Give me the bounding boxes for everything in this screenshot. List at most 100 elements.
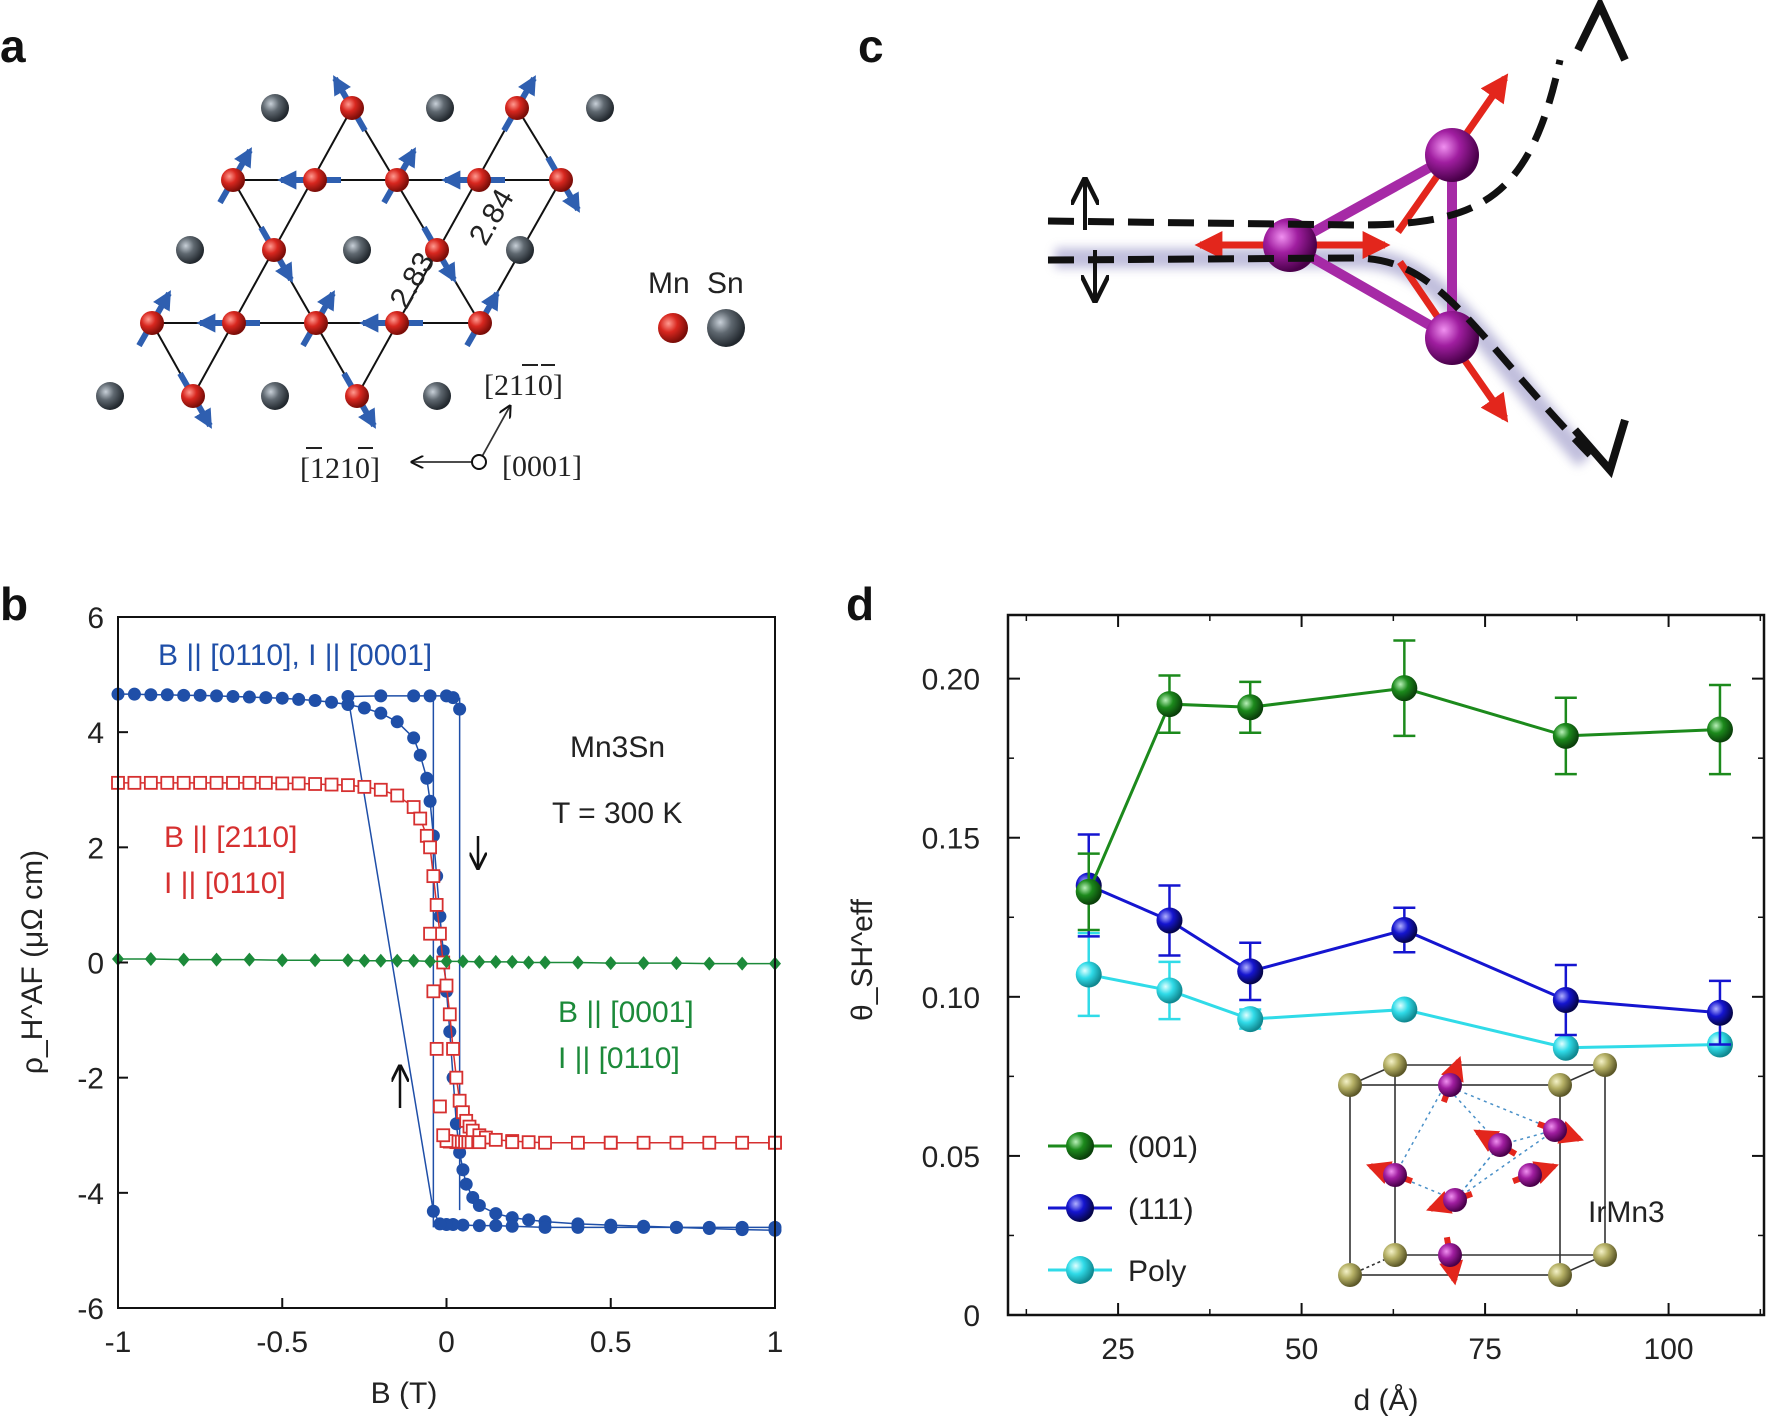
data-point xyxy=(341,778,355,793)
data-point xyxy=(452,1093,467,1108)
data-point xyxy=(736,956,749,971)
data-point xyxy=(324,777,339,792)
data-point xyxy=(1237,694,1264,721)
data-point xyxy=(177,952,190,967)
data-point xyxy=(1156,907,1183,934)
mn-atom xyxy=(262,238,286,262)
legend-label: (111) xyxy=(1128,1193,1194,1226)
data-point xyxy=(407,731,421,745)
legend-mn-ball xyxy=(658,313,688,343)
data-point xyxy=(1391,675,1418,702)
panel-label-d: d xyxy=(846,578,874,630)
data-point xyxy=(209,775,224,790)
x-tick-label: 50 xyxy=(1285,1333,1318,1366)
sn-atom xyxy=(343,236,371,264)
data-point xyxy=(472,1135,487,1150)
annotation-red-2: I || [0110] xyxy=(164,867,286,900)
series-line xyxy=(1088,884,1721,1015)
x-tick-label: 75 xyxy=(1468,1333,1501,1366)
data-point xyxy=(446,1041,460,1056)
data-point xyxy=(1156,977,1183,1004)
data-point xyxy=(275,691,289,705)
data-point xyxy=(176,775,191,790)
data-point xyxy=(143,775,158,790)
inset-mn-atom xyxy=(1518,1163,1542,1187)
inset-ir-atom xyxy=(1548,1263,1572,1287)
mn-atom xyxy=(467,168,491,192)
data-point xyxy=(413,811,428,826)
data-point xyxy=(522,955,535,970)
annotation-material: Mn3Sn xyxy=(570,731,665,764)
data-point xyxy=(604,1220,618,1234)
path-up xyxy=(1047,59,1564,229)
data-point xyxy=(703,956,716,971)
panel-b-xlabel: B (T) xyxy=(371,1377,438,1410)
data-point xyxy=(1552,987,1579,1013)
mn-atom xyxy=(345,384,369,408)
mn-atom xyxy=(303,168,327,192)
mn-atom xyxy=(222,311,246,335)
data-point xyxy=(357,779,372,794)
data-point xyxy=(160,688,174,702)
data-point xyxy=(439,978,454,993)
y-tick-label: -2 xyxy=(77,1063,104,1096)
data-point xyxy=(443,1025,457,1039)
sn-atom xyxy=(261,382,289,410)
mn-atom xyxy=(221,168,245,192)
panel-c-spin-scattering xyxy=(1047,0,1629,479)
data-point xyxy=(453,1146,467,1160)
irmn3-unit-cell-inset: IrMn3 xyxy=(1338,1053,1665,1287)
inset-ir-atom xyxy=(1593,1053,1617,1077)
data-point xyxy=(407,689,421,703)
data-point xyxy=(275,776,290,791)
data-point xyxy=(1706,999,1733,1026)
inset-mn-atom xyxy=(1443,1188,1467,1212)
data-point xyxy=(538,1220,552,1234)
data-point xyxy=(1075,878,1102,905)
data-point xyxy=(446,691,460,705)
data-point xyxy=(292,692,306,706)
series-line xyxy=(1087,686,1721,893)
data-point xyxy=(603,1135,618,1150)
data-point xyxy=(423,794,437,808)
data-point xyxy=(538,1135,552,1150)
data-point xyxy=(242,690,256,704)
data-point xyxy=(1706,716,1733,743)
data-point xyxy=(637,1220,651,1234)
y-tick-label: 0.15 xyxy=(922,823,980,856)
data-point xyxy=(424,954,437,969)
panel-b-series xyxy=(111,687,782,1237)
data-point xyxy=(226,775,240,790)
data-point xyxy=(459,1177,473,1191)
inset-label: IrMn3 xyxy=(1588,1196,1665,1229)
data-point xyxy=(669,1220,683,1234)
data-point xyxy=(423,926,437,941)
data-point xyxy=(1075,961,1102,988)
data-point xyxy=(489,1207,503,1221)
y-tick-label: -6 xyxy=(77,1293,104,1326)
x-tick-label: -0.5 xyxy=(256,1326,308,1359)
data-point xyxy=(636,1135,651,1150)
panel-label-c: c xyxy=(858,20,884,72)
data-point xyxy=(160,775,175,790)
data-point xyxy=(325,695,339,709)
inset-mn-atom xyxy=(1438,1073,1462,1097)
kagome-bond xyxy=(351,107,481,324)
inset-ir-atom xyxy=(1338,1073,1362,1097)
data-point xyxy=(571,1220,585,1234)
data-point xyxy=(291,776,306,791)
legend-label: (001) xyxy=(1128,1131,1198,1164)
series-line xyxy=(1088,973,1720,1050)
sn-atom xyxy=(506,236,534,264)
sn-atom xyxy=(586,94,614,122)
x-tick-label: 1 xyxy=(767,1326,784,1359)
data-point xyxy=(390,788,405,803)
x-tick-label: 0.5 xyxy=(590,1326,632,1359)
mn-atom xyxy=(140,311,164,335)
data-point xyxy=(1552,1034,1579,1061)
inset-ir-atom xyxy=(1383,1053,1407,1077)
data-point xyxy=(571,1135,585,1150)
data-point xyxy=(358,953,371,968)
sn-atom xyxy=(96,382,124,410)
panel-label-b: b xyxy=(0,578,28,630)
